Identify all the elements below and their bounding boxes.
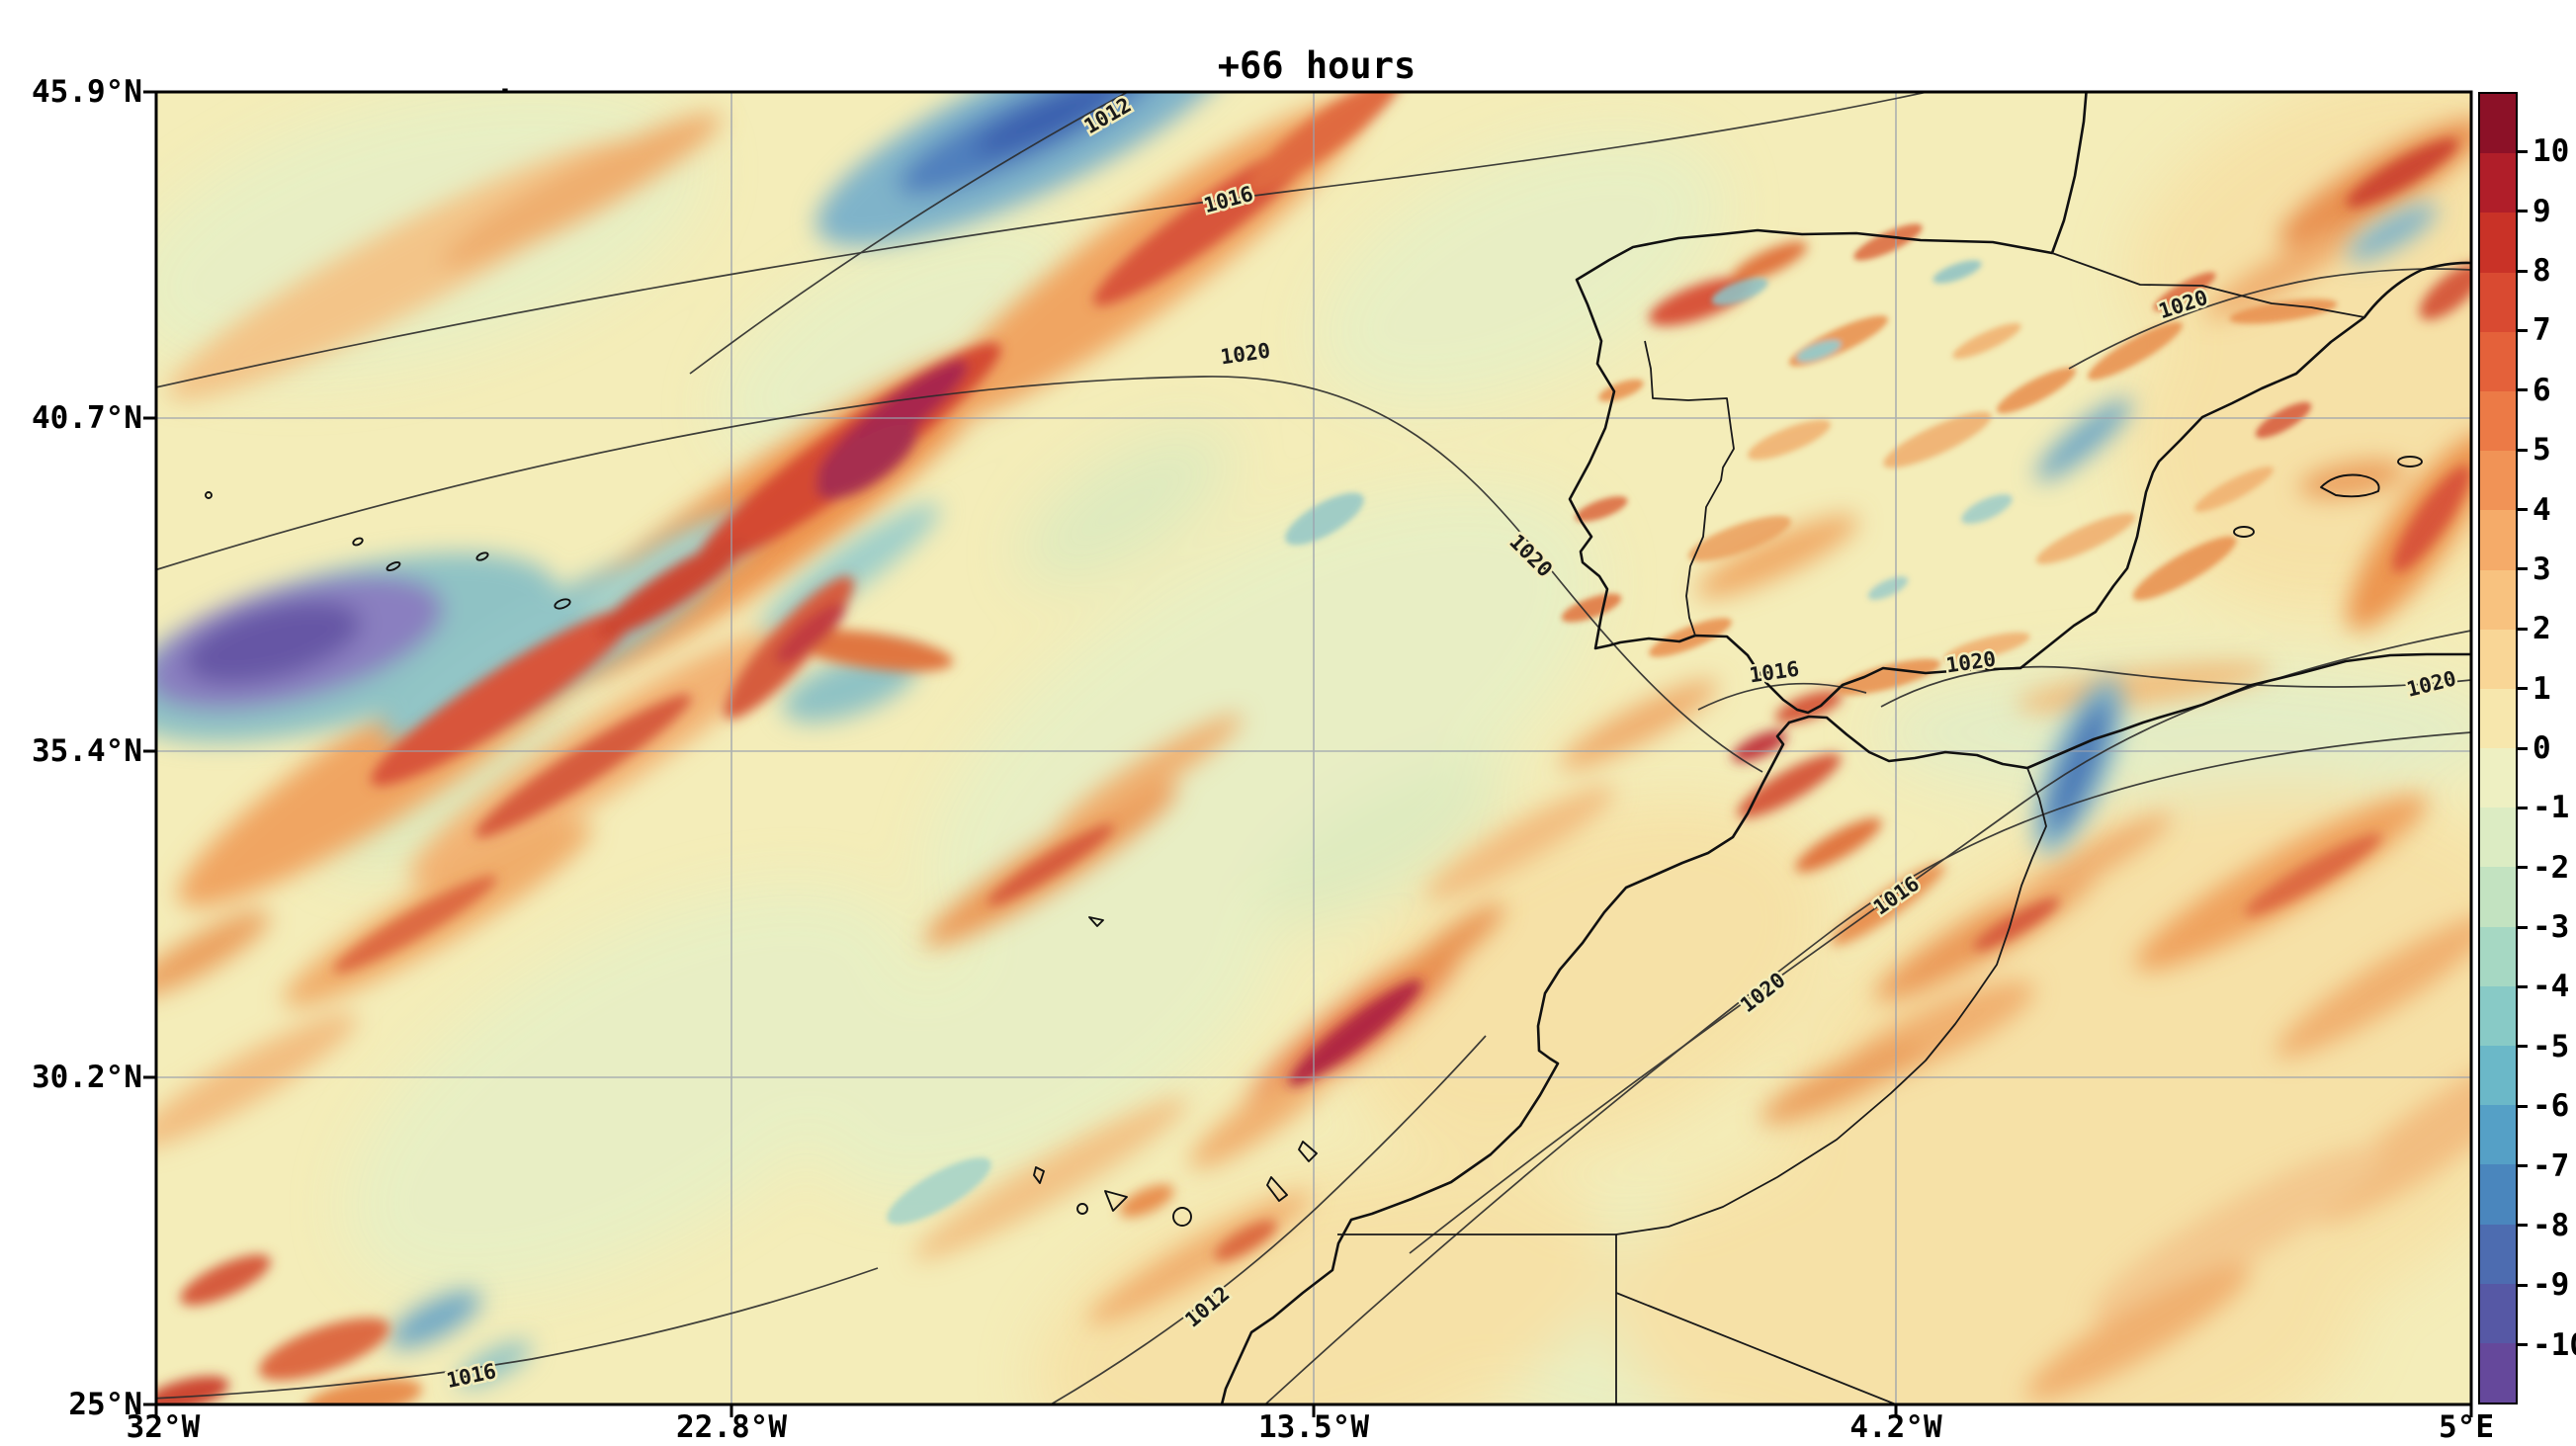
- country-borders: [1337, 252, 2365, 1404]
- lon-tick-label: 5°E: [2439, 1409, 2494, 1445]
- lat-tick-label: 45.9°N: [32, 74, 142, 110]
- graticule-gridlines: [156, 92, 2471, 1404]
- colorbar: [2478, 92, 2518, 1404]
- lat-tick-label: 30.2°N: [32, 1060, 142, 1095]
- islands: [205, 456, 2423, 1227]
- advection-field: [156, 92, 2471, 1404]
- lat-tick-label: 35.4°N: [32, 733, 142, 769]
- lat-tick-label: 40.7°N: [32, 400, 142, 436]
- coastlines: [1220, 92, 2471, 1404]
- forecast-hour-label: +66 hours: [1217, 44, 1417, 87]
- lat-tick-label: 25°N: [68, 1387, 142, 1422]
- plot-frame: [143, 90, 2473, 1417]
- lon-tick-label: 32°W: [126, 1409, 201, 1445]
